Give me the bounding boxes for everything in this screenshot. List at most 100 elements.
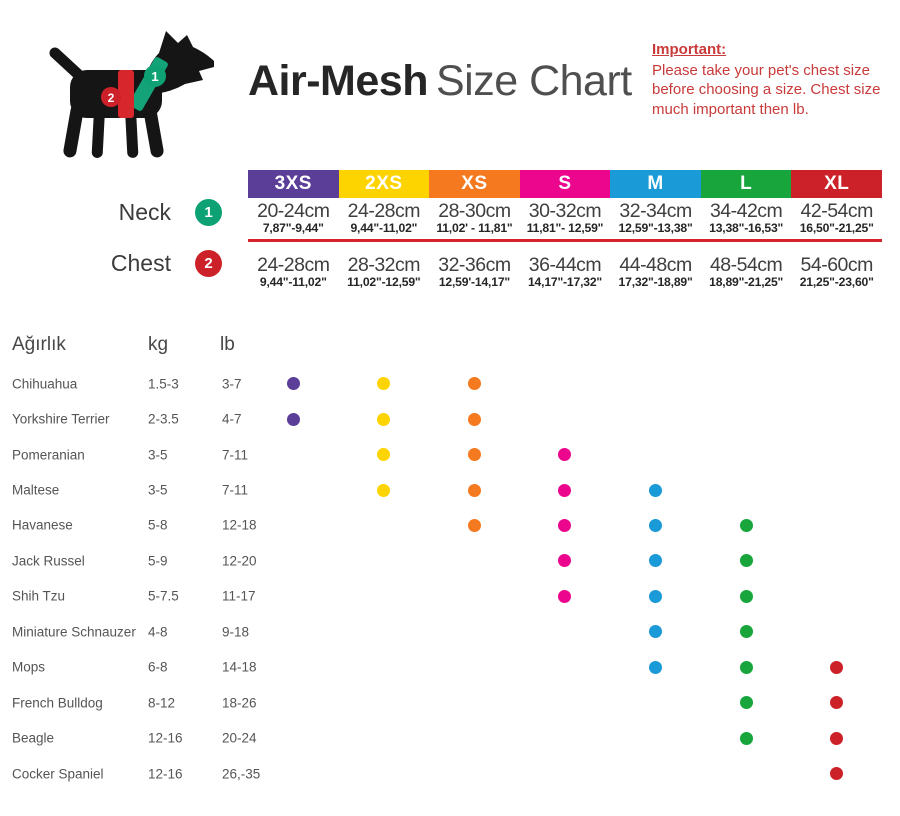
chest-inch: 18,89"-21,25" (709, 275, 784, 289)
size-dot-cell (701, 401, 792, 436)
breed-lb: 7-11 (222, 447, 249, 463)
size-dots (248, 366, 882, 401)
size-dot (830, 696, 844, 710)
size-dot-cell (339, 614, 430, 649)
size-dot-cell (248, 543, 339, 578)
page-title-suffix: Size Chart (435, 57, 632, 105)
size-dot-cell (701, 508, 792, 543)
chest-label: Chest (110, 249, 171, 276)
chest-inch: 9,44"-11,02" (259, 275, 327, 289)
breed-lb: 7-11 (222, 482, 249, 498)
size-dots (248, 437, 882, 472)
neck-marker-badge: 1 (195, 198, 222, 226)
size-dot (377, 483, 391, 497)
size-dot (286, 377, 300, 391)
neck-cm: 20-24cm (257, 200, 330, 222)
size-dot-cell (429, 508, 520, 543)
neck-values-row: 20-24cm 7,87"-9,44" 24-28cm 9,44"-11,02" 2… (248, 198, 882, 235)
chest-cm: 32-36cm (438, 254, 511, 276)
table-row: Havanese 5-8 12-18 (0, 508, 900, 543)
table-row: French Bulldog 8-12 18-26 (0, 685, 900, 720)
neck-inch: 9,44"-11,02" (350, 221, 418, 235)
chest-inch: 11,02"-12,59" (347, 275, 421, 289)
size-dots (248, 756, 882, 791)
neck-inch: 11,02' - 11,81" (436, 221, 513, 235)
size-dot-cell (339, 579, 430, 614)
breed-kg: 1.5-3 (148, 376, 179, 392)
size-column-header-xl: XL (791, 170, 882, 198)
size-dot-cell (791, 579, 882, 614)
size-dot-cell (429, 579, 520, 614)
dog-tail (49, 47, 87, 83)
size-dot-cell (339, 366, 430, 401)
chest-inch: 14,17"-17,32" (527, 275, 602, 289)
size-dot-cell (339, 401, 430, 436)
neck-label: Neck (118, 198, 171, 225)
neck-value-cell: 24-28cm 9,44"-11,02" (339, 201, 430, 235)
breed-name: French Bulldog (12, 695, 103, 711)
neck-value-cell: 30-32cm 11,81"- 12,59" (520, 201, 611, 235)
size-dot-cell (248, 614, 339, 649)
size-column-header-2xs: 2XS (338, 170, 430, 198)
size-dot-cell (248, 685, 339, 720)
table-row: Shih Tzu 5-7.5 11-17 (0, 579, 900, 614)
breed-lb: 12-20 (222, 553, 257, 569)
dog-leg (143, 104, 164, 158)
size-dot-cell (701, 579, 792, 614)
breed-kg: 5-7.5 (148, 588, 179, 604)
size-dot-cell (339, 472, 430, 507)
size-dot-cell (520, 685, 611, 720)
red-divider-line (248, 239, 882, 242)
size-dot-cell (791, 543, 882, 578)
size-dots (248, 579, 882, 614)
size-dot-cell (791, 756, 882, 791)
size-dot-cell (248, 366, 339, 401)
neck-inch: 16,50"-21,25" (799, 221, 874, 235)
breed-table-body: Chihuahua 1.5-3 3-7 Yorkshire Terrier 2-3.5… (0, 366, 900, 791)
dog-silhouette-graphic: 1 2 (49, 31, 214, 158)
size-dot-cell (791, 401, 882, 436)
chest-value-cell: 48-54cm 18,89"-21,25" (701, 255, 792, 289)
size-dot (558, 554, 572, 568)
size-dot-cell (610, 685, 701, 720)
size-dot-cell (339, 650, 430, 685)
size-dot-cell (248, 650, 339, 685)
chest-cm: 44-48cm (619, 254, 692, 276)
size-dot-cell (610, 508, 701, 543)
size-dot-cell (520, 650, 611, 685)
chest-cm: 24-28cm (257, 254, 330, 276)
breed-name: Pomeranian (12, 447, 85, 463)
size-dot-cell (429, 614, 520, 649)
neck-inch: 12,59"-13,38" (618, 221, 693, 235)
size-dot (649, 483, 663, 497)
neck-marker-circle (144, 65, 166, 87)
size-dot-cell (429, 437, 520, 472)
table-row: Chihuahua 1.5-3 3-7 (0, 366, 900, 401)
breed-name: Havanese (12, 517, 73, 533)
breed-kg: 3-5 (148, 482, 168, 498)
neck-inch: 13,38"-16,53" (709, 221, 784, 235)
size-dot-cell (701, 720, 792, 755)
neck-value-cell: 20-24cm 7,87"-9,44" (248, 201, 339, 235)
size-dot-cell (248, 437, 339, 472)
size-dots (248, 401, 882, 436)
breed-name: Shih Tzu (12, 588, 66, 604)
size-dots (248, 614, 882, 649)
breed-table-header: Ağırlık kg lb (0, 334, 900, 360)
chest-label-row: Chest 2 (0, 249, 222, 277)
size-dot (558, 589, 572, 603)
chest-value-cell: 24-28cm 9,44"-11,02" (248, 255, 339, 289)
size-dot-cell (610, 543, 701, 578)
breed-kg: 5-9 (148, 553, 168, 569)
weight-column-header: Ağırlık (12, 334, 66, 355)
chest-cm: 28-32cm (347, 254, 421, 276)
size-dot-cell (248, 472, 339, 507)
breed-name: Beagle (12, 730, 55, 746)
size-dot-cell (339, 543, 430, 578)
size-dot-cell (339, 437, 430, 472)
size-dot (649, 625, 663, 639)
size-dot (739, 589, 753, 603)
size-header-row: 3XS 2XS XS S M L XL (248, 170, 882, 198)
neck-cm: 42-54cm (800, 200, 874, 222)
breed-name: Jack Russel (12, 553, 85, 569)
